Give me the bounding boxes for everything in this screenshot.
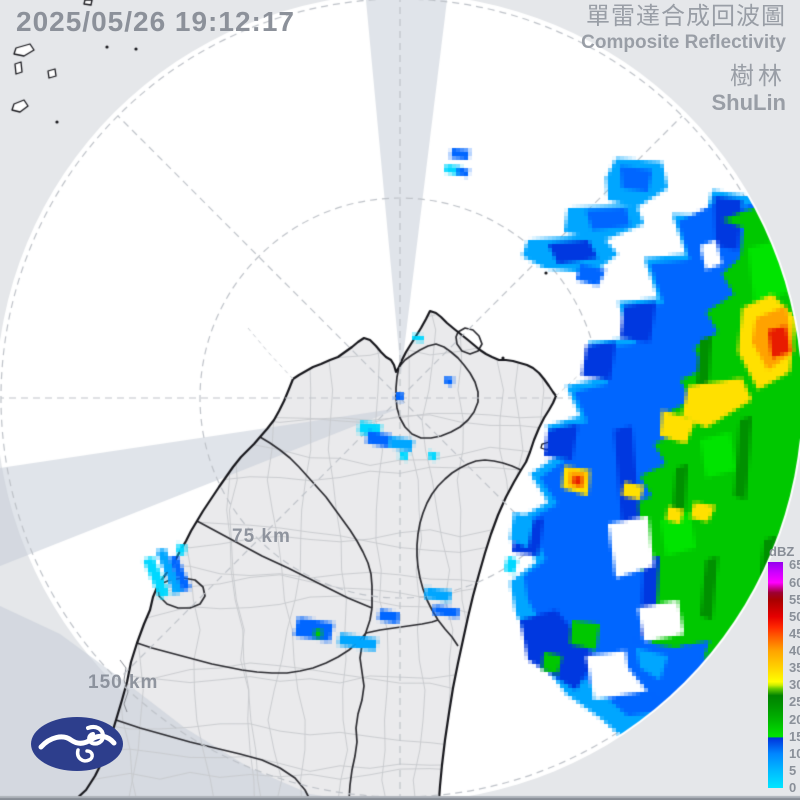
colorbar-tick: 20 xyxy=(789,711,800,727)
range-ring-label-150km: 150 km xyxy=(88,672,159,693)
colorbar-tick: 5 xyxy=(789,762,797,778)
colorbar-tick: 0 xyxy=(789,780,797,795)
colorbar-gradient xyxy=(768,562,783,788)
timestamp: 2025/05/26 19:12:17 xyxy=(16,6,295,37)
colorbar-tick: 15 xyxy=(789,728,800,744)
colorbar-tick: 30 xyxy=(789,677,800,693)
colorbar-title: dBZ xyxy=(769,544,795,559)
product-title-zh: 單雷達合成回波圖 xyxy=(586,3,786,30)
colorbar-tick: 65 xyxy=(789,557,800,573)
colorbar-tick: 40 xyxy=(789,643,800,659)
cwa-logo-swirl-icon xyxy=(38,725,117,763)
title-block: 單雷達合成回波圖 Composite Reflectivity 樹林 ShuLi… xyxy=(581,3,786,116)
cwa-logo xyxy=(31,717,123,771)
station-name-en: ShuLin xyxy=(711,90,786,116)
range-ring-label-75km: 75 km xyxy=(232,526,291,547)
colorbar-tick: 35 xyxy=(789,660,800,676)
product-title-en: Composite Reflectivity xyxy=(581,31,786,53)
colorbar-tick: 55 xyxy=(789,591,800,607)
colorbar-tick: 10 xyxy=(789,745,800,761)
station-name-zh: 樹林 xyxy=(730,63,786,91)
colorbar-tick: 45 xyxy=(789,625,800,641)
colorbar-tick: 60 xyxy=(789,574,800,590)
colorbar-tick: 25 xyxy=(789,694,800,710)
colorbar-tick: 50 xyxy=(789,608,800,624)
